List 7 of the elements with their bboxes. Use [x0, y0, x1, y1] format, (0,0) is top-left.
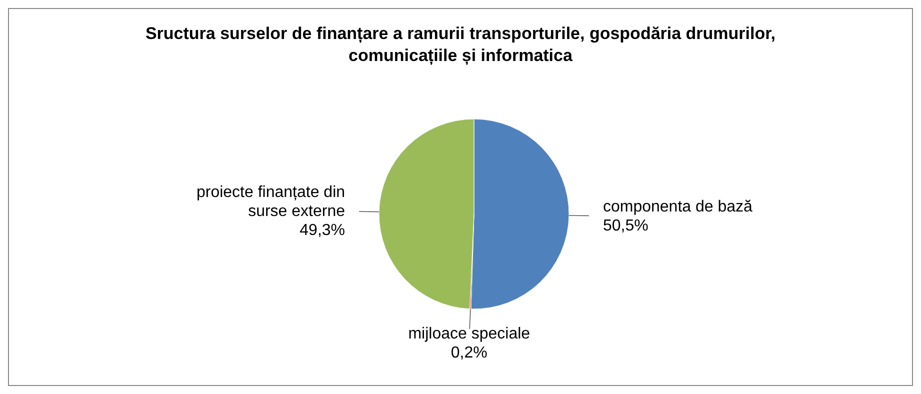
chart-title: Sructura surselor de finanțare a ramurii transporturile, gospodăria drumurilor, comunicațiile și informatica: [144, 23, 777, 67]
slice-label: mijloace speciale: [408, 325, 530, 342]
data-label: 0,2%: [450, 344, 488, 362]
data-label: 49,3%: [300, 222, 346, 240]
slice-label: componenta de bază: [602, 198, 753, 216]
data-label: 50,5%: [602, 218, 648, 235]
slice-label: proiecte finanțate din surse externe: [196, 184, 346, 220]
